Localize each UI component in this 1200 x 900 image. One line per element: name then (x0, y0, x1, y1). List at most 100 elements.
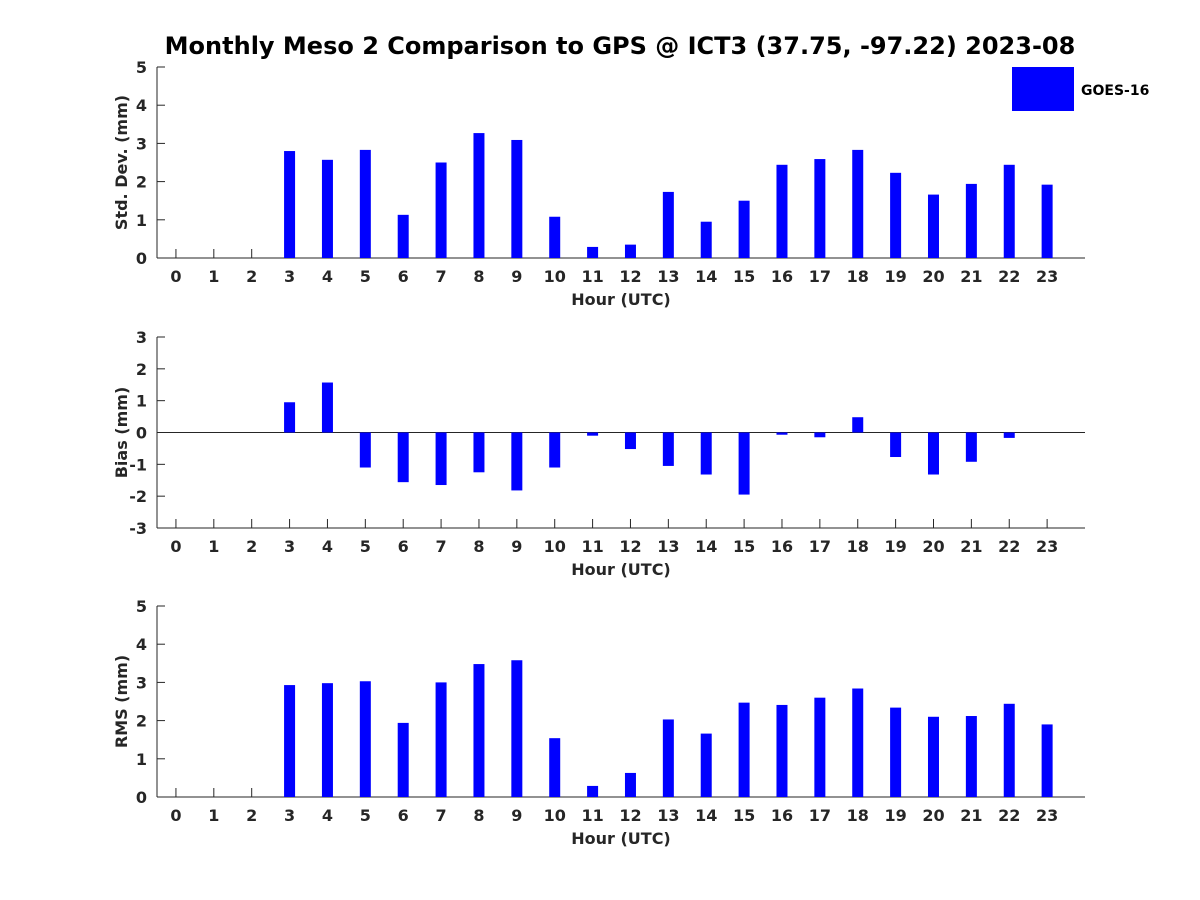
bar (965, 432, 977, 462)
bar (321, 159, 333, 258)
bar (738, 200, 750, 258)
x-tick-label: 9 (511, 806, 522, 825)
bar (814, 697, 826, 797)
bar (397, 214, 409, 258)
x-tick-label: 23 (1036, 267, 1058, 286)
bar (624, 772, 636, 797)
bar (814, 159, 826, 258)
x-tick-label: 23 (1036, 537, 1058, 556)
x-tick-label: 21 (960, 267, 982, 286)
bar (776, 704, 788, 797)
x-tick-label: 19 (884, 267, 906, 286)
x-tick-label: 16 (771, 806, 793, 825)
y-tick-label: 4 (136, 635, 147, 654)
x-tick-label: 15 (733, 267, 755, 286)
bar (624, 244, 636, 258)
x-tick-label: 15 (733, 806, 755, 825)
y-tick-label: -1 (129, 455, 147, 474)
y-tick-label: 2 (136, 712, 147, 731)
x-tick-label: 21 (960, 537, 982, 556)
x-tick-label: 5 (360, 537, 371, 556)
x-tick-label: 20 (922, 537, 944, 556)
x-tick-label: 7 (436, 267, 447, 286)
bar (321, 683, 333, 797)
x-tick-label: 18 (847, 537, 869, 556)
bar (473, 432, 485, 473)
x-tick-label: 5 (360, 267, 371, 286)
bar (927, 432, 939, 475)
x-tick-label: 2 (246, 806, 257, 825)
y-axis-label: Bias (mm) (112, 387, 131, 479)
y-tick-label: 3 (136, 673, 147, 692)
x-tick-label: 4 (322, 806, 333, 825)
bar (321, 382, 333, 433)
x-tick-label: 17 (809, 806, 831, 825)
y-tick-label: 5 (136, 58, 147, 77)
x-tick-label: 11 (581, 537, 603, 556)
bar (435, 682, 447, 797)
bar (549, 432, 561, 468)
y-tick-label: 4 (136, 96, 147, 115)
bar (927, 716, 939, 797)
bar (852, 149, 864, 258)
bar (359, 149, 371, 258)
x-tick-label: 2 (246, 267, 257, 286)
x-tick-label: 12 (619, 537, 641, 556)
x-tick-label: 8 (473, 806, 484, 825)
x-tick-label: 17 (809, 267, 831, 286)
y-axis-label: Std. Dev. (mm) (112, 95, 131, 230)
x-tick-label: 12 (619, 267, 641, 286)
bar (284, 402, 296, 433)
y-tick-label: 5 (136, 597, 147, 616)
bar (511, 432, 523, 491)
x-tick-label: 2 (246, 537, 257, 556)
x-tick-label: 10 (544, 537, 566, 556)
x-tick-label: 6 (398, 267, 409, 286)
x-tick-label: 7 (436, 806, 447, 825)
bar (359, 432, 371, 468)
y-tick-label: 0 (136, 424, 147, 443)
x-tick-label: 11 (581, 267, 603, 286)
bar (776, 164, 788, 258)
x-axis-label: Hour (UTC) (571, 290, 671, 309)
bar (1003, 432, 1015, 438)
x-tick-label: 21 (960, 806, 982, 825)
y-tick-label: 2 (136, 360, 147, 379)
bar (738, 432, 750, 495)
bar (927, 194, 939, 258)
x-tick-label: 10 (544, 267, 566, 286)
x-tick-label: 8 (473, 267, 484, 286)
y-tick-label: 1 (136, 392, 147, 411)
bar (662, 432, 674, 466)
x-tick-label: 22 (998, 537, 1020, 556)
bar (700, 432, 712, 475)
bar (890, 432, 902, 458)
x-tick-label: 9 (511, 537, 522, 556)
x-tick-label: 8 (473, 537, 484, 556)
x-tick-label: 0 (170, 537, 181, 556)
x-tick-label: 5 (360, 806, 371, 825)
x-tick-label: 20 (922, 267, 944, 286)
bar (473, 664, 485, 797)
bar (435, 432, 447, 486)
x-axis-label: Hour (UTC) (571, 560, 671, 579)
x-tick-label: 1 (208, 806, 219, 825)
bar (965, 183, 977, 258)
figure-title: Monthly Meso 2 Comparison to GPS @ ICT3 … (165, 32, 1076, 60)
bar (1041, 724, 1053, 797)
x-tick-label: 9 (511, 267, 522, 286)
bar (473, 133, 485, 258)
bar (587, 785, 599, 797)
x-tick-label: 14 (695, 806, 717, 825)
x-tick-label: 3 (284, 537, 295, 556)
y-tick-label: 2 (136, 173, 147, 192)
x-tick-label: 6 (398, 806, 409, 825)
y-tick-label: 3 (136, 328, 147, 347)
bar (662, 719, 674, 797)
bar (284, 685, 296, 797)
x-tick-label: 4 (322, 267, 333, 286)
y-tick-label: 0 (136, 249, 147, 268)
